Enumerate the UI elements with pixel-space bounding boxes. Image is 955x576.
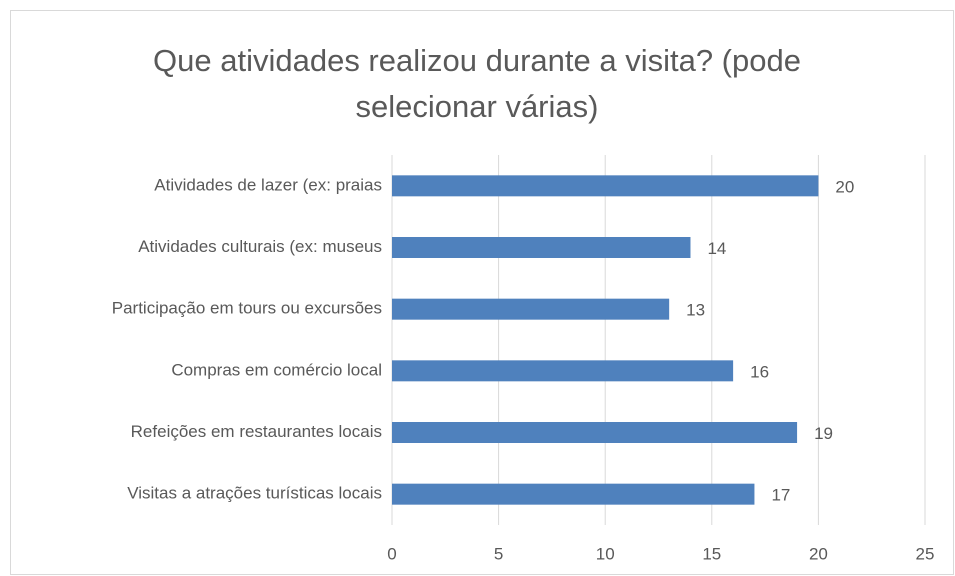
y-tick-label: Refeições em restaurantes locais (131, 422, 382, 441)
y-tick-label: Visitas a atrações turísticas locais (127, 484, 382, 503)
value-label: 13 (686, 301, 705, 320)
bar (392, 237, 691, 258)
bar (392, 298, 670, 320)
x-tick-label: 0 (387, 544, 396, 563)
bar (392, 483, 755, 505)
y-tick-label: Participação em tours ou excursões (112, 299, 382, 318)
x-tick-label: 20 (809, 544, 828, 563)
bar (392, 360, 734, 382)
chart-title: Que atividades realizou durante a visita… (153, 43, 801, 124)
value-label: 20 (835, 177, 854, 196)
value-label: 19 (814, 424, 833, 443)
bar (392, 422, 798, 443)
value-label: 14 (707, 239, 726, 258)
x-tick-label: 25 (916, 544, 935, 563)
x-tick-label: 15 (702, 544, 721, 563)
value-label: 17 (771, 486, 790, 505)
y-tick-label: Atividades culturais (ex: museus (138, 237, 382, 256)
y-tick-label: Compras em comércio local (171, 360, 382, 379)
chart-border (10, 10, 954, 575)
bar (392, 175, 819, 197)
value-label: 16 (750, 362, 769, 381)
y-tick-label: Atividades de lazer (ex: praias (154, 175, 382, 194)
x-tick-label: 10 (596, 544, 615, 563)
x-tick-label: 5 (494, 544, 503, 563)
